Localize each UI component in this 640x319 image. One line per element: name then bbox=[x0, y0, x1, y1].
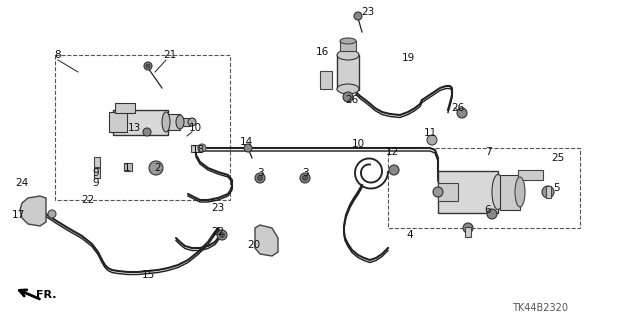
Text: 12: 12 bbox=[385, 147, 399, 157]
Bar bbox=[320, 71, 332, 89]
Bar bbox=[109, 112, 127, 132]
Text: 23: 23 bbox=[211, 203, 225, 213]
Text: 25: 25 bbox=[552, 153, 564, 163]
Text: 4: 4 bbox=[406, 230, 413, 240]
Circle shape bbox=[217, 230, 227, 240]
Text: 10: 10 bbox=[188, 123, 202, 133]
Text: 9: 9 bbox=[93, 178, 99, 188]
Circle shape bbox=[343, 92, 353, 102]
Ellipse shape bbox=[176, 115, 184, 129]
Text: 3: 3 bbox=[257, 168, 263, 178]
Text: 22: 22 bbox=[81, 195, 95, 205]
Bar bbox=[465, 227, 471, 237]
Ellipse shape bbox=[337, 50, 359, 60]
Circle shape bbox=[255, 173, 265, 183]
Circle shape bbox=[354, 12, 362, 20]
Text: 8: 8 bbox=[54, 50, 61, 60]
Bar bbox=[337, 55, 359, 90]
Bar bbox=[113, 109, 168, 135]
Circle shape bbox=[303, 175, 307, 181]
Bar bbox=[55, 55, 230, 200]
Text: 16: 16 bbox=[316, 47, 328, 57]
Circle shape bbox=[257, 175, 262, 181]
Circle shape bbox=[143, 128, 151, 136]
Text: 7: 7 bbox=[484, 147, 492, 157]
Text: 1: 1 bbox=[124, 163, 131, 173]
Circle shape bbox=[389, 165, 399, 175]
Ellipse shape bbox=[492, 174, 504, 210]
Bar bbox=[94, 168, 100, 178]
Bar bbox=[388, 148, 580, 228]
Bar bbox=[518, 170, 543, 180]
Text: 6: 6 bbox=[484, 205, 492, 215]
Circle shape bbox=[463, 223, 473, 233]
Circle shape bbox=[457, 108, 467, 118]
Text: 20: 20 bbox=[248, 240, 260, 250]
Text: 19: 19 bbox=[401, 53, 415, 63]
Text: 9: 9 bbox=[93, 168, 99, 178]
Bar bbox=[168, 114, 180, 130]
Circle shape bbox=[244, 144, 252, 152]
Bar bbox=[545, 186, 550, 198]
Text: FR.: FR. bbox=[36, 290, 56, 300]
Text: 26: 26 bbox=[346, 95, 358, 105]
Text: 3: 3 bbox=[301, 168, 308, 178]
Circle shape bbox=[188, 118, 196, 126]
Circle shape bbox=[198, 144, 206, 152]
Ellipse shape bbox=[340, 38, 356, 44]
Bar bbox=[115, 103, 135, 113]
Text: 11: 11 bbox=[424, 128, 436, 138]
Ellipse shape bbox=[337, 84, 359, 94]
Bar bbox=[182, 118, 190, 126]
Bar bbox=[94, 157, 100, 167]
Text: 10: 10 bbox=[351, 139, 365, 149]
Bar bbox=[340, 41, 356, 51]
Text: 14: 14 bbox=[239, 137, 253, 147]
Polygon shape bbox=[255, 225, 278, 256]
Circle shape bbox=[300, 173, 310, 183]
Text: 17: 17 bbox=[12, 210, 24, 220]
Text: 2: 2 bbox=[155, 163, 161, 173]
Bar bbox=[438, 183, 458, 201]
Text: 15: 15 bbox=[141, 270, 155, 280]
Bar bbox=[191, 145, 201, 152]
Circle shape bbox=[220, 233, 225, 238]
Circle shape bbox=[427, 135, 437, 145]
Bar bbox=[438, 171, 498, 213]
Circle shape bbox=[146, 64, 150, 68]
Text: 21: 21 bbox=[163, 50, 177, 60]
Text: 24: 24 bbox=[15, 178, 29, 188]
Circle shape bbox=[144, 62, 152, 70]
Ellipse shape bbox=[162, 112, 170, 132]
Circle shape bbox=[487, 209, 497, 219]
Bar bbox=[500, 174, 520, 210]
Circle shape bbox=[542, 186, 554, 198]
Text: 22: 22 bbox=[211, 227, 225, 237]
Text: 5: 5 bbox=[553, 183, 559, 193]
Circle shape bbox=[48, 210, 56, 218]
Polygon shape bbox=[20, 196, 46, 226]
Text: 26: 26 bbox=[451, 103, 465, 113]
Text: TK44B2320: TK44B2320 bbox=[512, 303, 568, 313]
Text: 23: 23 bbox=[362, 7, 374, 17]
Bar bbox=[124, 163, 132, 171]
Text: 13: 13 bbox=[127, 123, 141, 133]
Text: 18: 18 bbox=[191, 145, 205, 155]
Circle shape bbox=[149, 161, 163, 175]
Circle shape bbox=[433, 187, 443, 197]
Ellipse shape bbox=[515, 177, 525, 207]
